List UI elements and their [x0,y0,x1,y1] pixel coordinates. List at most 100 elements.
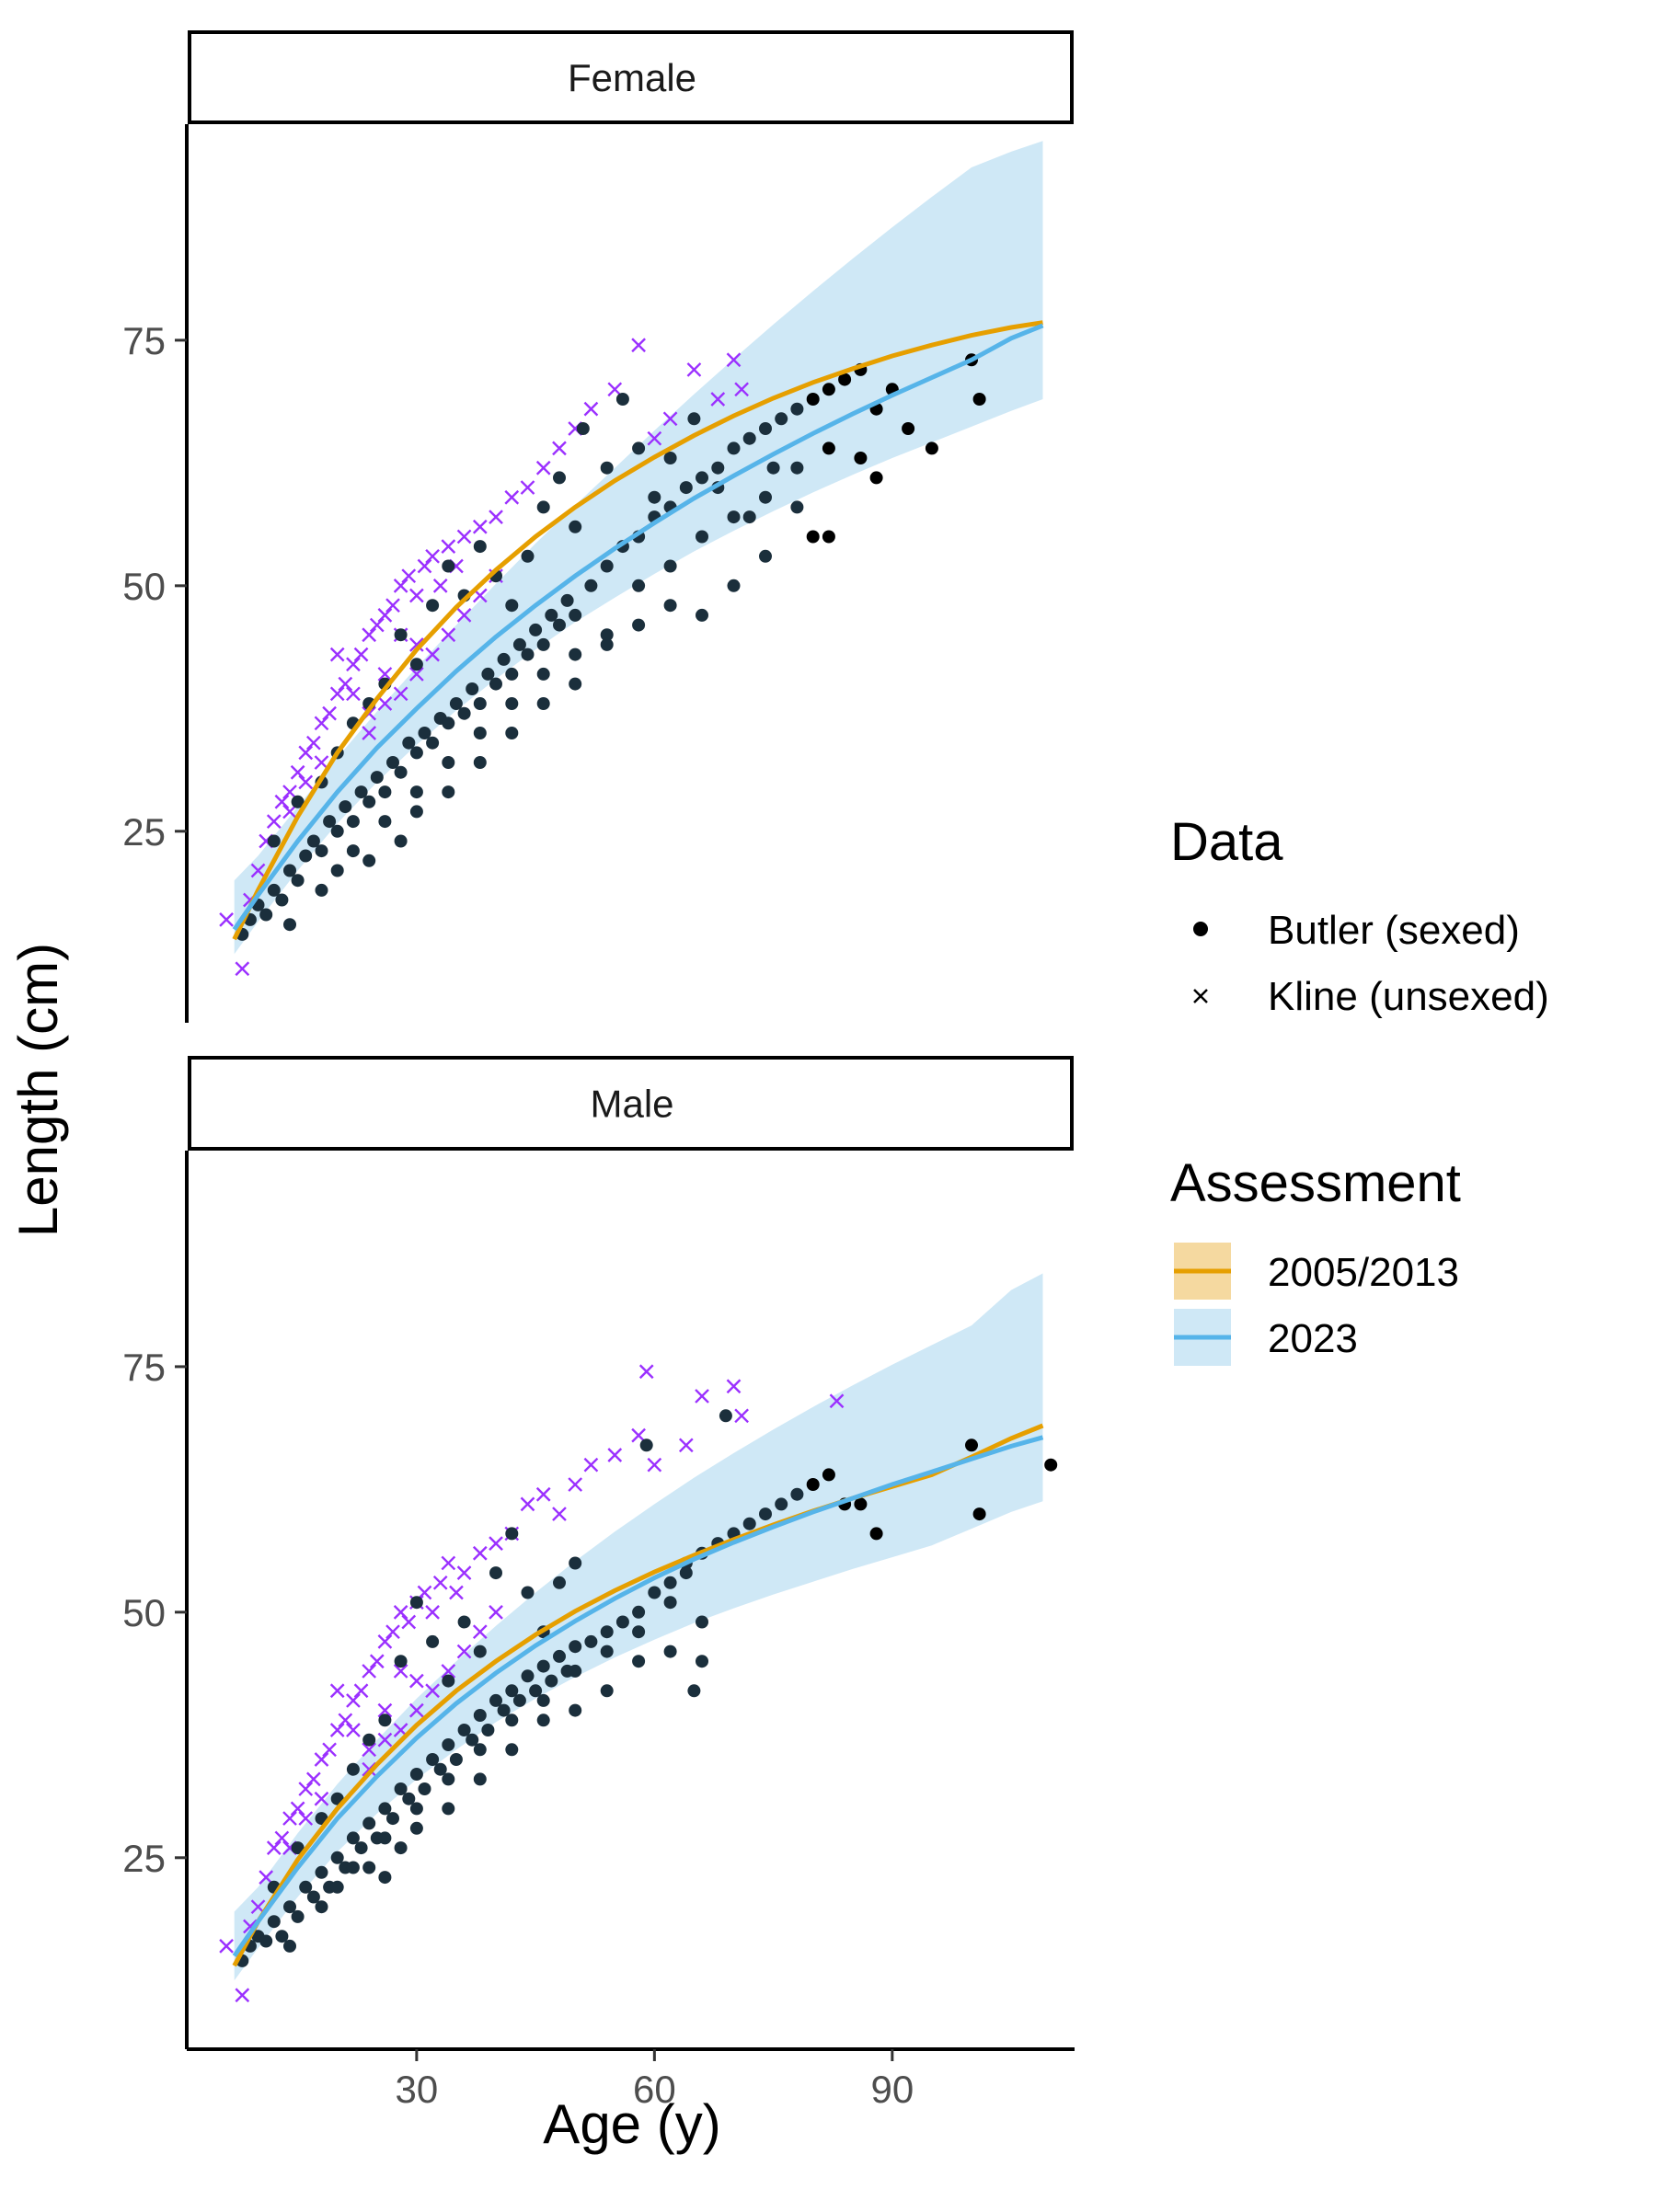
butler-point [409,658,423,671]
butler-point [362,795,376,808]
butler-point [457,1615,471,1629]
kline-point [734,382,749,397]
kline-point [250,863,266,878]
butler-point [315,844,328,858]
butler-point [790,500,804,514]
y-tick-label-male: 75 [122,1346,166,1389]
kline-point [274,794,290,809]
butler-point [299,1880,313,1894]
butler-point [473,727,487,739]
butler-point [394,1782,408,1795]
butler-point [679,1566,693,1580]
kline-point [329,647,345,662]
butler-point [323,815,337,829]
kline-point [726,352,742,368]
butler-point [283,1900,296,1914]
butler-point [822,1468,835,1482]
kline-point [417,1585,432,1600]
strip-male [188,1056,1074,1151]
butler-point [663,1645,677,1658]
butler-point [569,648,582,661]
butler-point [275,1930,289,1943]
kline-point [520,1496,535,1512]
butler-point [766,461,780,475]
butler-point [442,785,455,799]
butler-point [600,628,614,642]
butler-point [742,431,756,445]
butler-point [505,697,519,710]
kline-point [385,598,400,613]
butler-point [315,1900,328,1914]
butler-point [854,452,868,464]
kline-point [829,1393,845,1409]
butler-point [822,383,835,396]
kline-point [377,1702,393,1718]
butler-point [449,697,463,710]
kline-point [385,1624,400,1640]
butler-point [822,530,835,544]
butler-point [378,1802,392,1816]
butler-point [291,795,305,808]
kline-point [393,686,408,702]
kline-point [607,382,623,397]
butler-point [600,559,614,573]
butler-point [315,1865,328,1879]
butler-point [569,1664,582,1678]
butler-point [409,746,423,760]
kline-point [425,548,440,564]
butler-point [354,1841,368,1855]
butler-point [512,1693,526,1707]
butler-point [306,1890,320,1904]
butler-point [576,422,590,435]
kline-point [298,745,314,761]
butler-point [378,1713,392,1727]
butler-point [481,667,495,681]
curve-2023-female [232,323,1044,932]
butler-point [615,1615,629,1629]
kline-point [298,774,314,790]
kline-point [346,1723,361,1737]
butler-point [521,648,535,661]
y-axis-title: Length (cm) [7,943,69,1237]
kline-point [314,1752,329,1767]
butler-point [696,471,708,485]
butler-point [553,1576,566,1589]
butler-point [394,1841,408,1855]
kline-point [322,705,337,721]
kline-point [449,1585,464,1600]
butler-point [394,1655,408,1668]
butler-point [386,1812,399,1826]
butler-point [394,765,408,779]
legend-data-title: Data [1170,812,1283,872]
butler-point [409,1596,423,1610]
kline-point [362,627,377,643]
butler-point [775,1497,788,1511]
kline-point [306,1771,321,1787]
butler-point [679,481,693,495]
kline-point [425,647,440,662]
butler-point [473,1743,487,1757]
kline-point [489,510,503,524]
butler-point [505,1684,519,1698]
kline-point [393,1664,408,1679]
butler-point [354,785,368,799]
kline-point [314,1791,329,1806]
butler-point [481,1724,495,1736]
kline-point [401,1614,417,1630]
butler-point [512,637,526,651]
butler-point [473,1645,487,1658]
kline-point [369,617,385,633]
butler-point [489,1693,502,1707]
butler-point [330,1880,344,1894]
legend: Data Butler (sexed) Kline (unsexed) Asse… [1170,812,1549,1366]
kline-point [489,1536,503,1551]
butler-point [402,1792,416,1805]
y-tick-label-female: 25 [122,810,166,854]
strip-female [188,30,1074,124]
kline-point [607,1448,623,1462]
butler-point [632,1625,646,1639]
kline-point [369,1654,385,1669]
butler-point [663,1596,677,1610]
butler-point [299,849,313,863]
